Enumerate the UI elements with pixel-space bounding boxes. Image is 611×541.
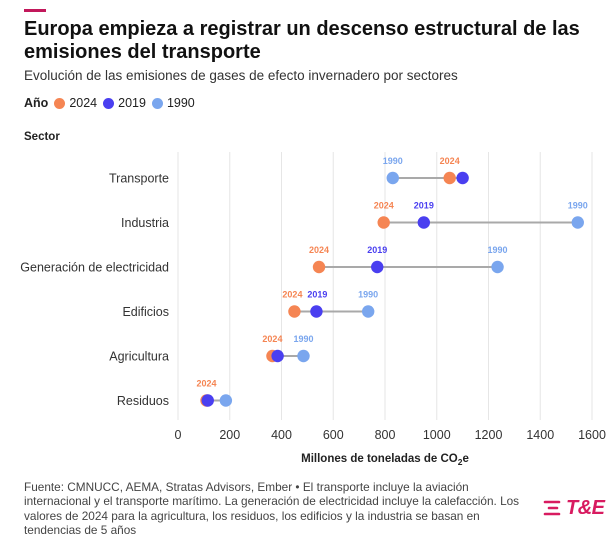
x-tick-label-1000: 1000 bbox=[423, 428, 451, 442]
dot-1990-residuos bbox=[219, 394, 233, 407]
footer-source-note: Fuente: CMNUCC, AEMA, Stratas Advisors, … bbox=[24, 480, 520, 537]
dot-1990-transporte bbox=[386, 171, 399, 185]
legend-item-2024: 2024 bbox=[54, 96, 97, 110]
category-label-edificios: Edificios bbox=[122, 305, 169, 319]
dot-2019-generacion-de-electricidad bbox=[371, 260, 384, 274]
annotation-2024-generacion-de-electricidad: 2024 bbox=[309, 245, 329, 255]
category-label-industria: Industria bbox=[121, 216, 169, 230]
te-logo-mark-icon bbox=[543, 500, 561, 516]
te-logo: T&E bbox=[543, 496, 605, 520]
legend-item-1990: 1990 bbox=[151, 96, 195, 110]
x-tick-label-1400: 1400 bbox=[526, 428, 554, 442]
dot-2024-industria bbox=[377, 216, 390, 229]
dot-2019-transporte bbox=[456, 171, 469, 185]
dot-1990-industria bbox=[571, 216, 584, 229]
x-axis-label: Millones de toneladas de CO2e bbox=[301, 453, 469, 467]
accent-bar bbox=[24, 9, 46, 12]
category-label-generacion-de-electricidad: Generación de electricidad bbox=[20, 261, 169, 275]
annotation-2024-edificios: 2024 bbox=[282, 290, 302, 300]
category-label-residuos: Residuos bbox=[117, 394, 169, 408]
chart-title: Europa empieza a registrar un descenso e… bbox=[24, 18, 580, 63]
dot-2019-industria bbox=[417, 216, 431, 229]
legend-label-2024: 2024 bbox=[69, 96, 98, 110]
legend: Año 2024 2019 1990 bbox=[24, 95, 201, 111]
annotation-1990-edificios: 1990 bbox=[358, 290, 378, 300]
annotation-1990-agricultura: 1990 bbox=[293, 334, 313, 344]
x-tick-label-600: 600 bbox=[323, 428, 344, 442]
dot-1990-generacion-de-electricidad bbox=[491, 260, 504, 274]
annotation-2019-edificios: 2019 bbox=[307, 290, 327, 300]
x-tick-label-1600: 1600 bbox=[578, 428, 606, 442]
x-tick-label-800: 800 bbox=[375, 428, 396, 442]
annotation-2024-agricultura: 2024 bbox=[262, 334, 282, 344]
dot-1990-agricultura bbox=[297, 349, 310, 363]
category-label-transporte: Transporte bbox=[109, 172, 169, 186]
category-label-agricultura: Agricultura bbox=[109, 350, 169, 364]
annotation-1990-industria: 1990 bbox=[568, 201, 588, 211]
legend-item-2019: 2019 bbox=[103, 96, 146, 110]
annotation-2019-industria: 2019 bbox=[414, 201, 434, 211]
annotation-2024-residuos: 2024 bbox=[196, 379, 216, 389]
chart-subtitle: Evolución de las emisiones de gases de e… bbox=[24, 68, 458, 83]
annotation-2019-generacion-de-electricidad: 2019 bbox=[367, 245, 387, 255]
legend-swatch-2024 bbox=[54, 97, 66, 109]
x-tick-label-400: 400 bbox=[271, 428, 292, 442]
legend-swatch-1990 bbox=[151, 97, 163, 109]
dot-2019-residuos bbox=[201, 394, 214, 407]
annotation-2024-transporte: 2024 bbox=[440, 156, 460, 166]
legend-label-1990: 1990 bbox=[166, 96, 195, 110]
te-logo-text: T&E bbox=[566, 496, 605, 519]
dot-2019-edificios bbox=[310, 305, 323, 318]
legend-swatch-2019 bbox=[103, 97, 115, 109]
legend-title: Año bbox=[24, 96, 49, 110]
sector-header: Sector bbox=[24, 131, 60, 143]
annotation-1990-generacion-de-electricidad: 1990 bbox=[488, 245, 508, 255]
dot-2024-edificios bbox=[288, 305, 301, 318]
annotation-2024-industria: 2024 bbox=[374, 201, 394, 211]
x-tick-label-200: 200 bbox=[219, 428, 240, 442]
dumbbell-chart: 0 200 400 600 800 1000 1200 1400 1600 Millones de… bbox=[20, 152, 606, 467]
x-tick-label-1200: 1200 bbox=[475, 428, 503, 442]
dot-2024-generacion-de-electricidad bbox=[312, 260, 326, 274]
annotation-1990-transporte: 1990 bbox=[383, 156, 403, 166]
dot-1990-edificios bbox=[361, 305, 375, 318]
legend-label-2019: 2019 bbox=[118, 96, 146, 110]
dot-2024-transporte bbox=[443, 171, 456, 185]
dot-2019-agricultura bbox=[271, 349, 284, 363]
x-tick-label-0: 0 bbox=[175, 428, 182, 442]
